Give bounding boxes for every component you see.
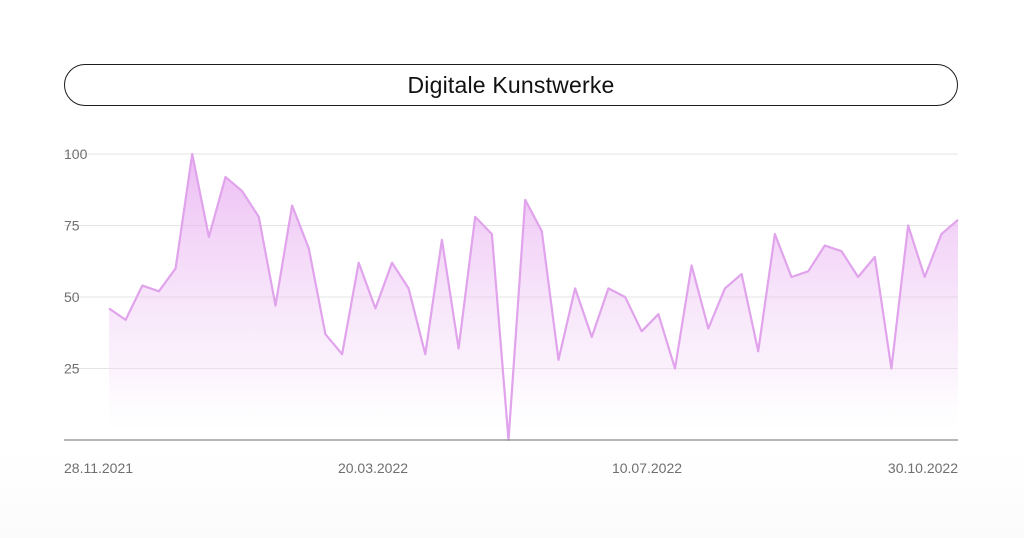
y-tick-label-75: 75 xyxy=(64,218,80,234)
bottom-background xyxy=(0,450,1024,538)
y-tick-label-25: 25 xyxy=(64,361,80,377)
area-layer xyxy=(108,152,959,442)
x-tick-label: 30.10.2022 xyxy=(888,460,958,476)
series-line xyxy=(108,152,959,442)
x-tick-label: 28.11.2021 xyxy=(64,460,133,476)
x-tick-label: 20.03.2022 xyxy=(338,460,408,476)
y-tick-label-50: 50 xyxy=(64,289,80,305)
tick-labels: 25 50 75 100 28.11.2021 20.03.2022 10.07.2022 3… xyxy=(64,146,958,476)
chart-title-pill: Digitale Kunstwerke xyxy=(64,64,958,106)
area-fill xyxy=(109,154,958,440)
x-tick-label: 10.07.2022 xyxy=(612,460,682,476)
chart-title: Digitale Kunstwerke xyxy=(407,71,615,98)
y-tick-label-100: 100 xyxy=(64,146,88,162)
